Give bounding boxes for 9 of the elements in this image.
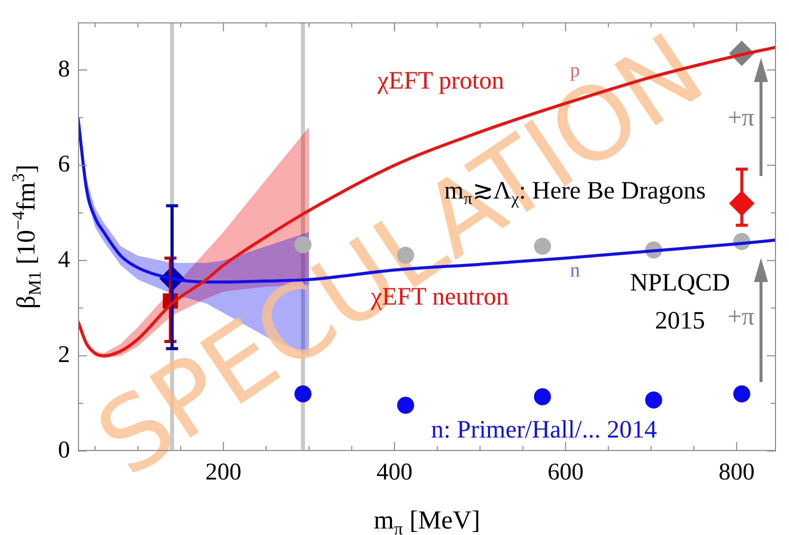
y-tick-label: 4 — [58, 246, 70, 273]
y-tick-label: 0 — [58, 437, 70, 464]
y-tick-label: 2 — [58, 342, 70, 368]
annotation: +π — [728, 303, 755, 330]
x-tick-label: 800 — [718, 460, 755, 486]
y-tick-label: 6 — [58, 152, 70, 178]
y-tick-label: 8 — [58, 56, 70, 82]
y-axis-title: βM1 [10−4fm3] — [8, 164, 44, 309]
annotation: +π — [728, 104, 755, 132]
